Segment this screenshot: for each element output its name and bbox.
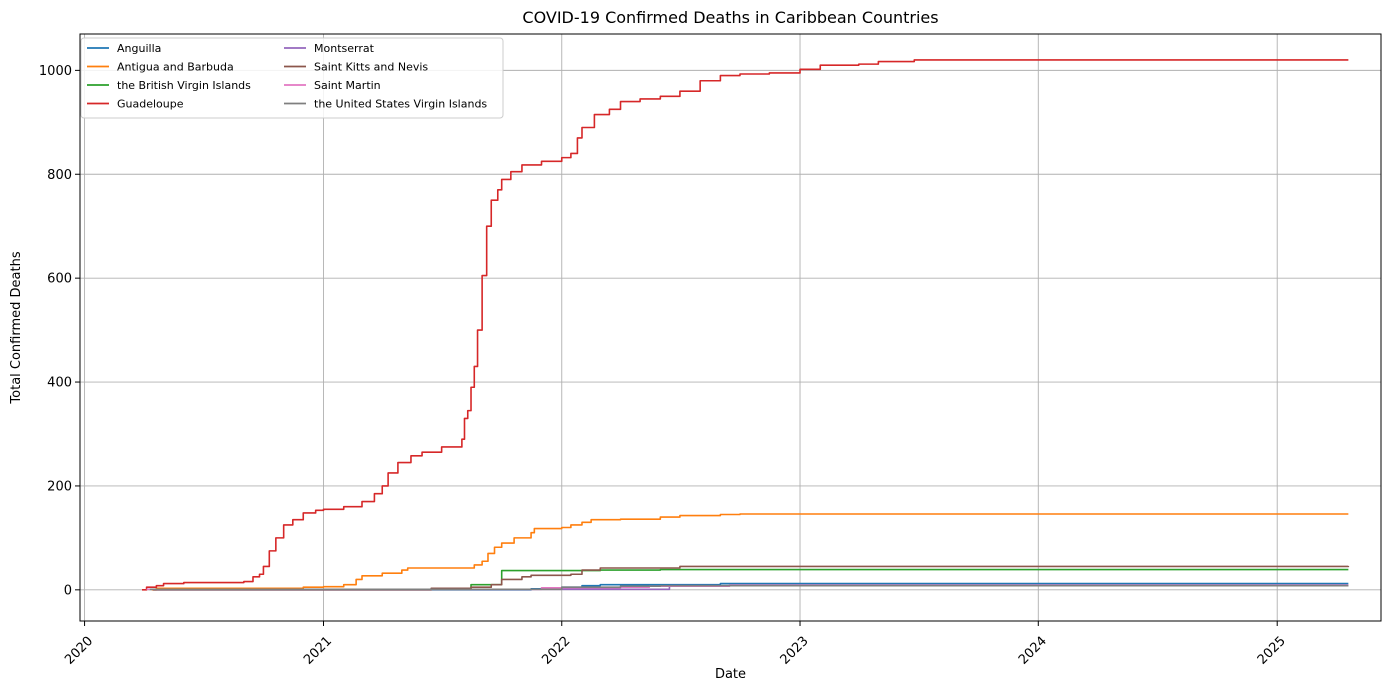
- series-line-3: [142, 59, 1349, 591]
- x-axis-label: Date: [715, 667, 746, 682]
- series-line-5: [153, 565, 1350, 591]
- y-tick-label: 400: [47, 376, 72, 391]
- legend-entry-label: Montserrat: [314, 42, 375, 55]
- y-axis-label: Total Confirmed Deaths: [9, 251, 24, 404]
- legend-entry-label: Saint Kitts and Nevis: [314, 61, 428, 74]
- chart-title: COVID-19 Confirmed Deaths in Caribbean C…: [522, 8, 938, 27]
- series-line-7: [149, 584, 1349, 591]
- legend-entry-label: the British Virgin Islands: [117, 79, 251, 92]
- legend-entry-label: Anguilla: [117, 42, 161, 55]
- legend-entry-label: Antigua and Barbuda: [117, 61, 234, 74]
- legend-box: [80, 37, 504, 119]
- legend-entry-label: Guadeloupe: [117, 98, 184, 111]
- grid: [80, 34, 1381, 621]
- legend-entry-label: Saint Martin: [314, 79, 381, 92]
- legend: Anguilla Antigua and Barbuda the British V…: [80, 37, 504, 119]
- y-tick-label: 800: [47, 168, 72, 183]
- y-tick-label: 0: [64, 583, 72, 598]
- y-axis-ticks: 0 200 400 600 800 1000: [39, 64, 80, 598]
- y-tick-label: 600: [47, 272, 72, 287]
- y-tick-label: 1000: [39, 64, 72, 79]
- series-line-1: [151, 513, 1349, 591]
- plot-area: [79, 33, 1382, 622]
- series-lines: [142, 59, 1350, 591]
- legend-entry-label: the United States Virgin Islands: [314, 98, 487, 111]
- y-tick-label: 200: [47, 479, 72, 494]
